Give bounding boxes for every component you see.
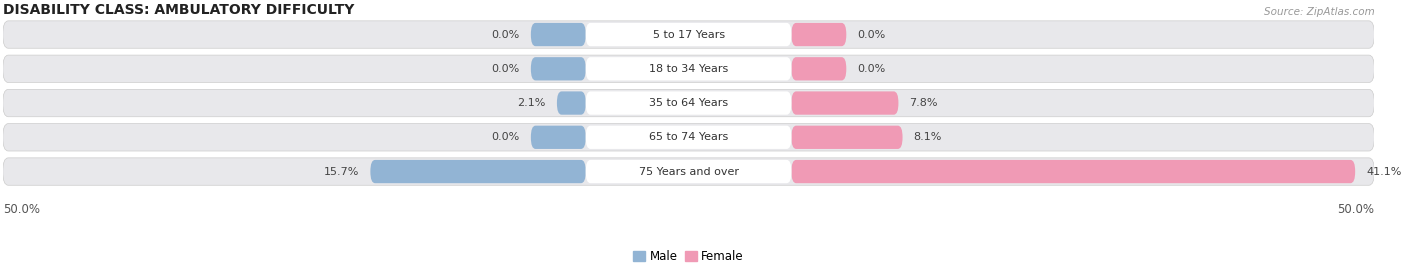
FancyBboxPatch shape: [792, 57, 846, 80]
FancyBboxPatch shape: [531, 23, 586, 46]
Text: 0.0%: 0.0%: [858, 64, 886, 74]
Text: DISABILITY CLASS: AMBULATORY DIFFICULTY: DISABILITY CLASS: AMBULATORY DIFFICULTY: [3, 3, 354, 17]
Text: 2.1%: 2.1%: [517, 98, 546, 108]
FancyBboxPatch shape: [586, 57, 792, 80]
Text: 5 to 17 Years: 5 to 17 Years: [652, 29, 724, 40]
FancyBboxPatch shape: [531, 126, 586, 149]
Text: Source: ZipAtlas.com: Source: ZipAtlas.com: [1264, 7, 1375, 17]
Text: 0.0%: 0.0%: [492, 132, 520, 142]
FancyBboxPatch shape: [586, 91, 792, 115]
Text: 18 to 34 Years: 18 to 34 Years: [650, 64, 728, 74]
FancyBboxPatch shape: [792, 126, 903, 149]
Text: 15.7%: 15.7%: [323, 166, 360, 177]
FancyBboxPatch shape: [792, 23, 846, 46]
FancyBboxPatch shape: [586, 23, 792, 46]
FancyBboxPatch shape: [3, 21, 1375, 48]
FancyBboxPatch shape: [3, 124, 1375, 151]
Text: 50.0%: 50.0%: [1337, 203, 1375, 217]
Text: 7.8%: 7.8%: [910, 98, 938, 108]
Text: 0.0%: 0.0%: [492, 29, 520, 40]
FancyBboxPatch shape: [557, 91, 586, 115]
FancyBboxPatch shape: [792, 160, 1355, 183]
FancyBboxPatch shape: [792, 91, 898, 115]
Text: 35 to 64 Years: 35 to 64 Years: [650, 98, 728, 108]
Text: 8.1%: 8.1%: [914, 132, 942, 142]
Text: 50.0%: 50.0%: [3, 203, 39, 217]
Legend: Male, Female: Male, Female: [633, 250, 744, 263]
FancyBboxPatch shape: [3, 158, 1375, 185]
Text: 65 to 74 Years: 65 to 74 Years: [650, 132, 728, 142]
FancyBboxPatch shape: [586, 160, 792, 183]
FancyBboxPatch shape: [3, 55, 1375, 83]
Text: 0.0%: 0.0%: [492, 64, 520, 74]
Text: 41.1%: 41.1%: [1367, 166, 1402, 177]
FancyBboxPatch shape: [586, 126, 792, 149]
Text: 75 Years and over: 75 Years and over: [638, 166, 738, 177]
Text: 0.0%: 0.0%: [858, 29, 886, 40]
FancyBboxPatch shape: [531, 57, 586, 80]
FancyBboxPatch shape: [3, 89, 1375, 117]
FancyBboxPatch shape: [370, 160, 586, 183]
